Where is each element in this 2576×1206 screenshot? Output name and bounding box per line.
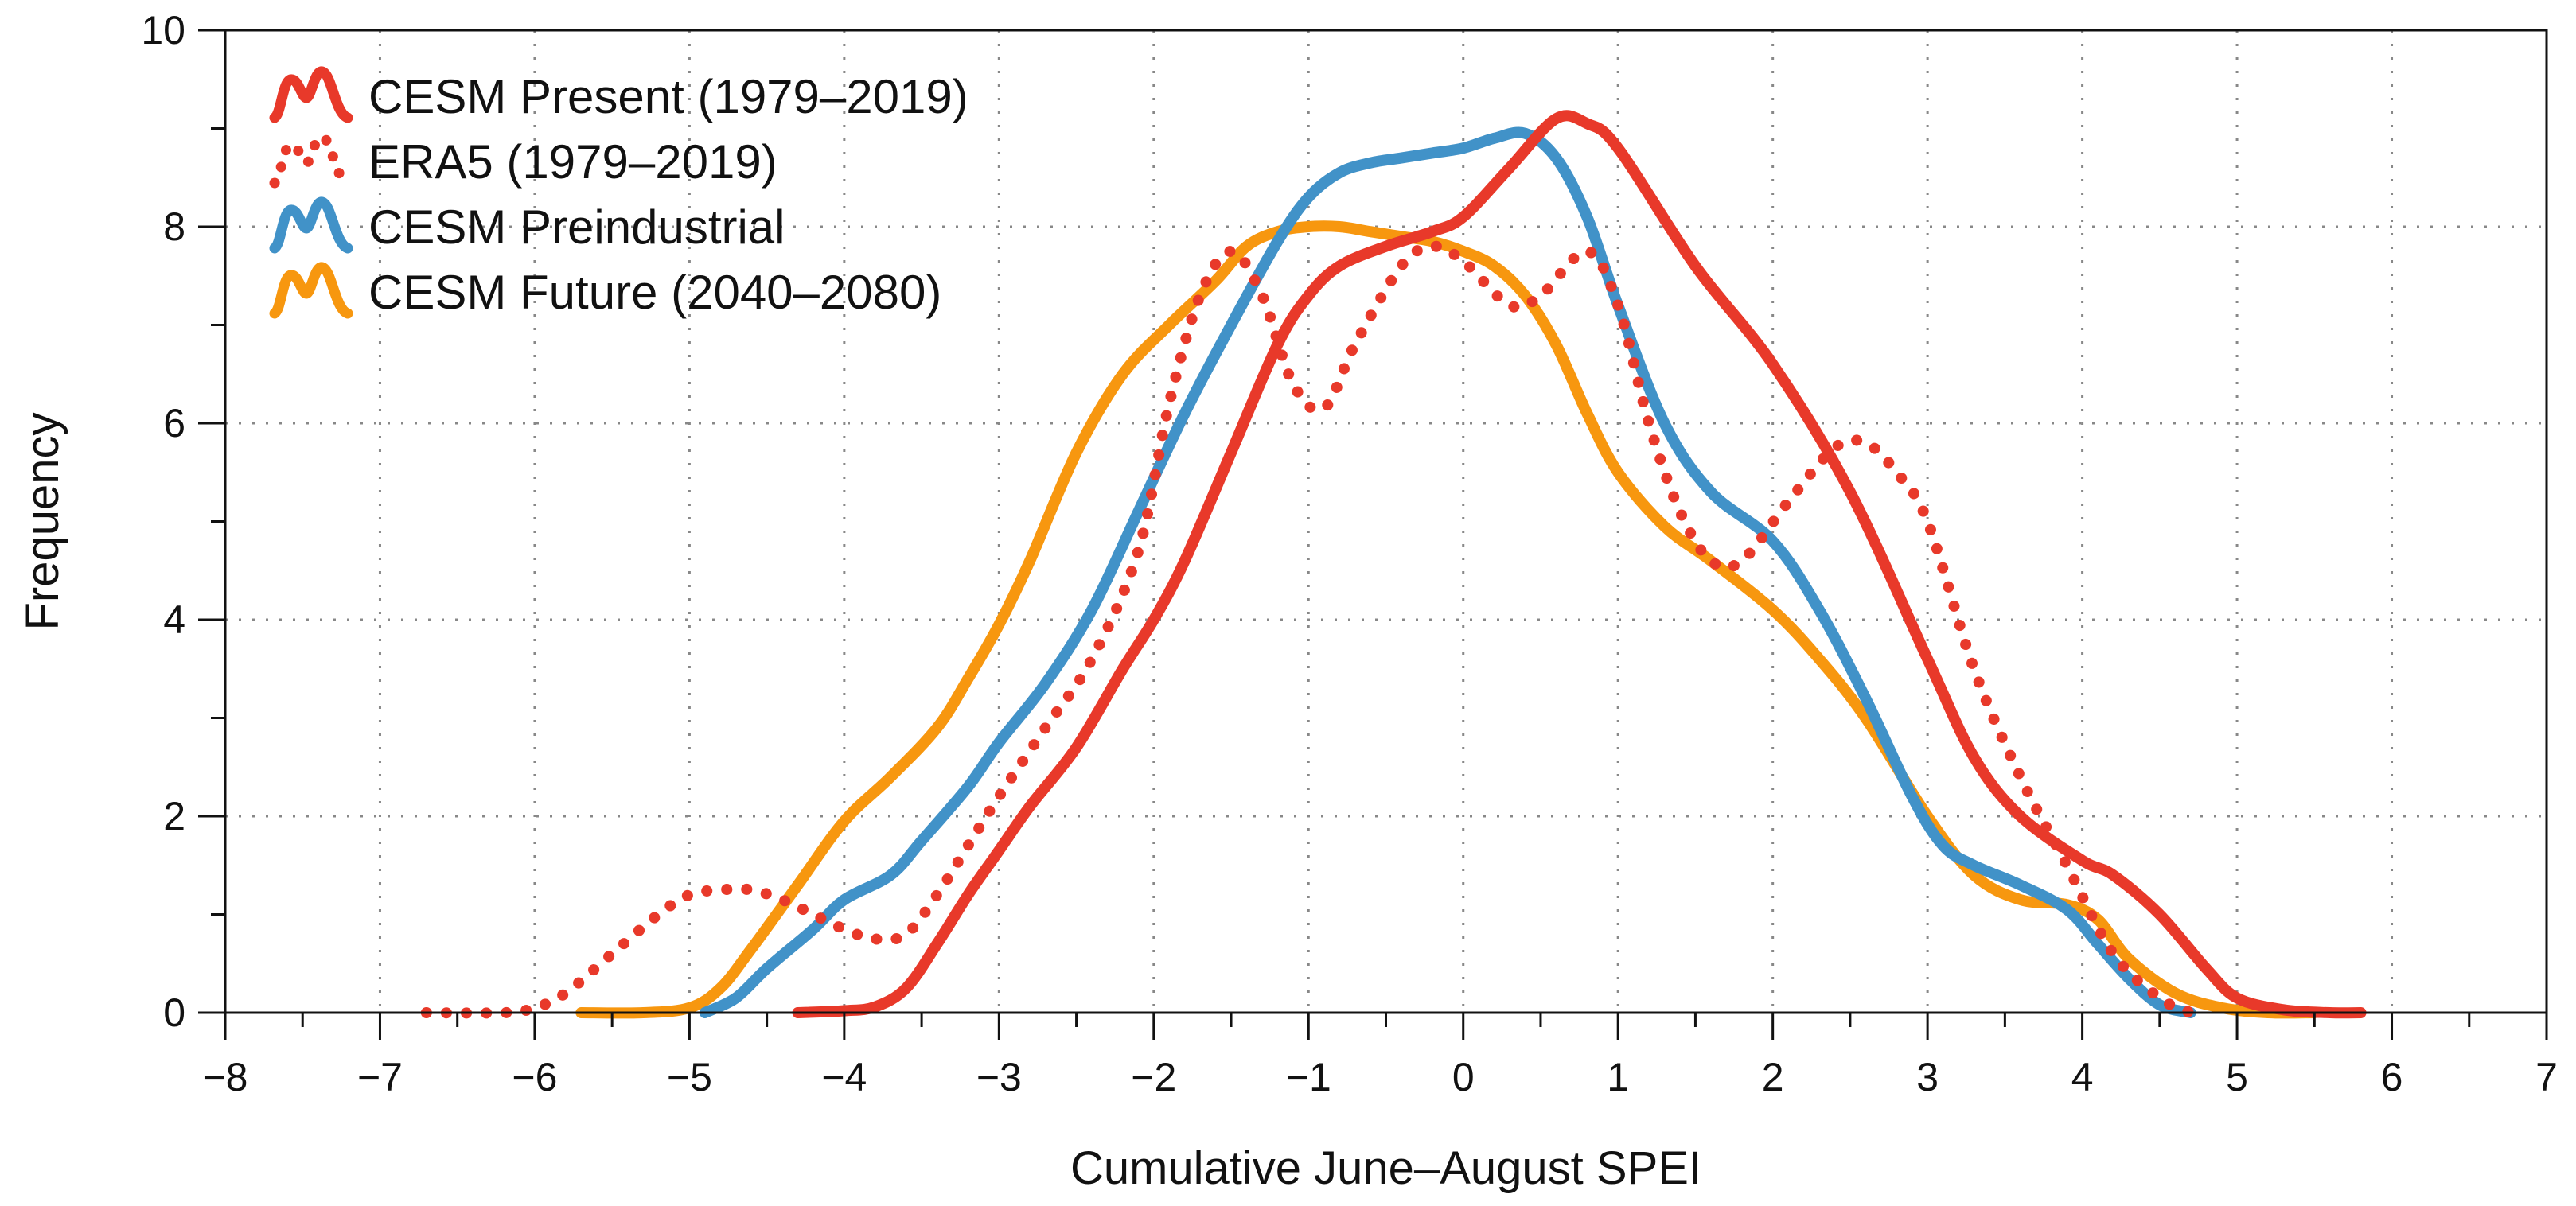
series-line-cesm-future-2040-2080 <box>575 220 2321 1019</box>
x-tick-label: 5 <box>2226 1055 2248 1099</box>
y-tick-labels: 0 2 4 6 8 10 <box>141 8 185 1035</box>
x-tick-label: −2 <box>1131 1055 1176 1099</box>
x-tick-label: −7 <box>357 1055 403 1099</box>
x-tick-label: 0 <box>1452 1055 1475 1099</box>
x-tick-label: 1 <box>1607 1055 1629 1099</box>
y-axis-label: Frequency <box>17 412 68 630</box>
legend-swatch <box>269 196 353 254</box>
x-tick-label: 7 <box>2535 1055 2558 1099</box>
x-tick-label: 4 <box>2071 1055 2094 1099</box>
x-tick-label: −3 <box>976 1055 1022 1099</box>
series-line-cesm-preindustrial <box>699 126 2196 1018</box>
x-tick-label: 2 <box>1762 1055 1784 1099</box>
x-tick-label: −8 <box>202 1055 247 1099</box>
x-axis-label: Cumulative June–August SPEI <box>1070 1142 1701 1194</box>
x-tick-label: −5 <box>667 1055 712 1099</box>
y-tick-label: 0 <box>163 990 185 1035</box>
y-tick-label: 2 <box>163 794 185 838</box>
x-tick-label: −4 <box>821 1055 867 1099</box>
y-tick-label: 4 <box>163 597 185 642</box>
series-line-cesm-present-1979-2019 <box>792 110 2367 1019</box>
legend-swatch <box>269 66 353 123</box>
x-tick-label: −6 <box>512 1055 557 1099</box>
series-line-era5-1979-2019 <box>420 240 2196 1019</box>
legend-entry-label: CESM Preindustrial <box>368 200 785 254</box>
legend-entry-label: ERA5 (1979–2019) <box>368 135 777 189</box>
legend-swatch <box>269 131 353 189</box>
y-tick-label: 8 <box>163 204 185 249</box>
axis-ticks <box>198 29 2548 1040</box>
x-tick-label: 6 <box>2381 1055 2403 1099</box>
legend-entry-label: CESM Present (1979–2019) <box>368 70 968 123</box>
x-tick-label: −1 <box>1286 1055 1331 1099</box>
legend: CESM Present (1979–2019) ERA5 (1979–2019)… <box>269 66 968 319</box>
legend-swatch <box>269 262 353 319</box>
x-tick-label: 3 <box>1916 1055 1939 1099</box>
x-tick-labels: −8 −7 −6 −5 −4 −3 −2 −1 0 1 2 3 4 5 6 7 <box>202 1055 2557 1099</box>
y-tick-label: 6 <box>163 401 185 445</box>
y-tick-label: 10 <box>141 8 185 53</box>
legend-entry-label: CESM Future (2040–2080) <box>368 266 941 319</box>
series-layer <box>420 110 2367 1019</box>
